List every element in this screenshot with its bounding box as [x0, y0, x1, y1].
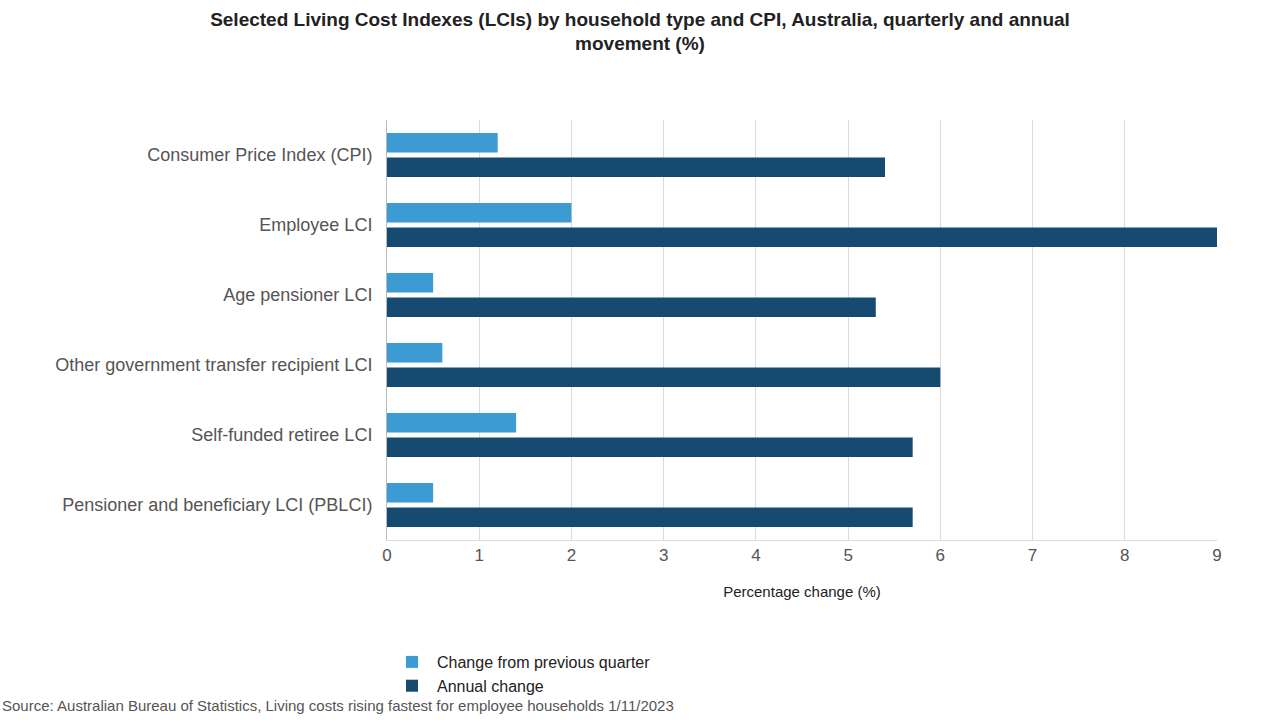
svg-text:Employee LCI: Employee LCI: [259, 215, 372, 235]
svg-text:Change from previous quarter: Change from previous quarter: [437, 654, 650, 671]
svg-text:Selected Living Cost Indexes (: Selected Living Cost Indexes (LCIs) by h…: [210, 9, 1070, 55]
svg-text:6: 6: [936, 546, 945, 565]
svg-text:Self-funded retiree LCI: Self-funded retiree LCI: [191, 425, 372, 445]
svg-text:7: 7: [1028, 546, 1037, 565]
svg-text:Source: Australian Bureau of S: Source: Australian Bureau of Statistics,…: [2, 697, 674, 714]
svg-text:Pensioner and beneficiary LCI: Pensioner and beneficiary LCI (PBLCI): [62, 495, 372, 515]
svg-text:Other government transfer reci: Other government transfer recipient LCI: [55, 355, 372, 375]
svg-text:4: 4: [751, 546, 760, 565]
svg-text:9: 9: [1212, 546, 1221, 565]
svg-text:Percentage change (%): Percentage change (%): [723, 583, 881, 600]
svg-text:8: 8: [1120, 546, 1129, 565]
svg-text:2: 2: [567, 546, 576, 565]
svg-text:1: 1: [474, 546, 483, 565]
svg-text:Consumer Price Index (CPI): Consumer Price Index (CPI): [147, 145, 372, 165]
svg-text:Age pensioner LCI: Age pensioner LCI: [223, 285, 372, 305]
svg-text:Annual change: Annual change: [437, 678, 544, 695]
svg-text:5: 5: [843, 546, 852, 565]
svg-text:0: 0: [382, 546, 391, 565]
svg-text:3: 3: [659, 546, 668, 565]
